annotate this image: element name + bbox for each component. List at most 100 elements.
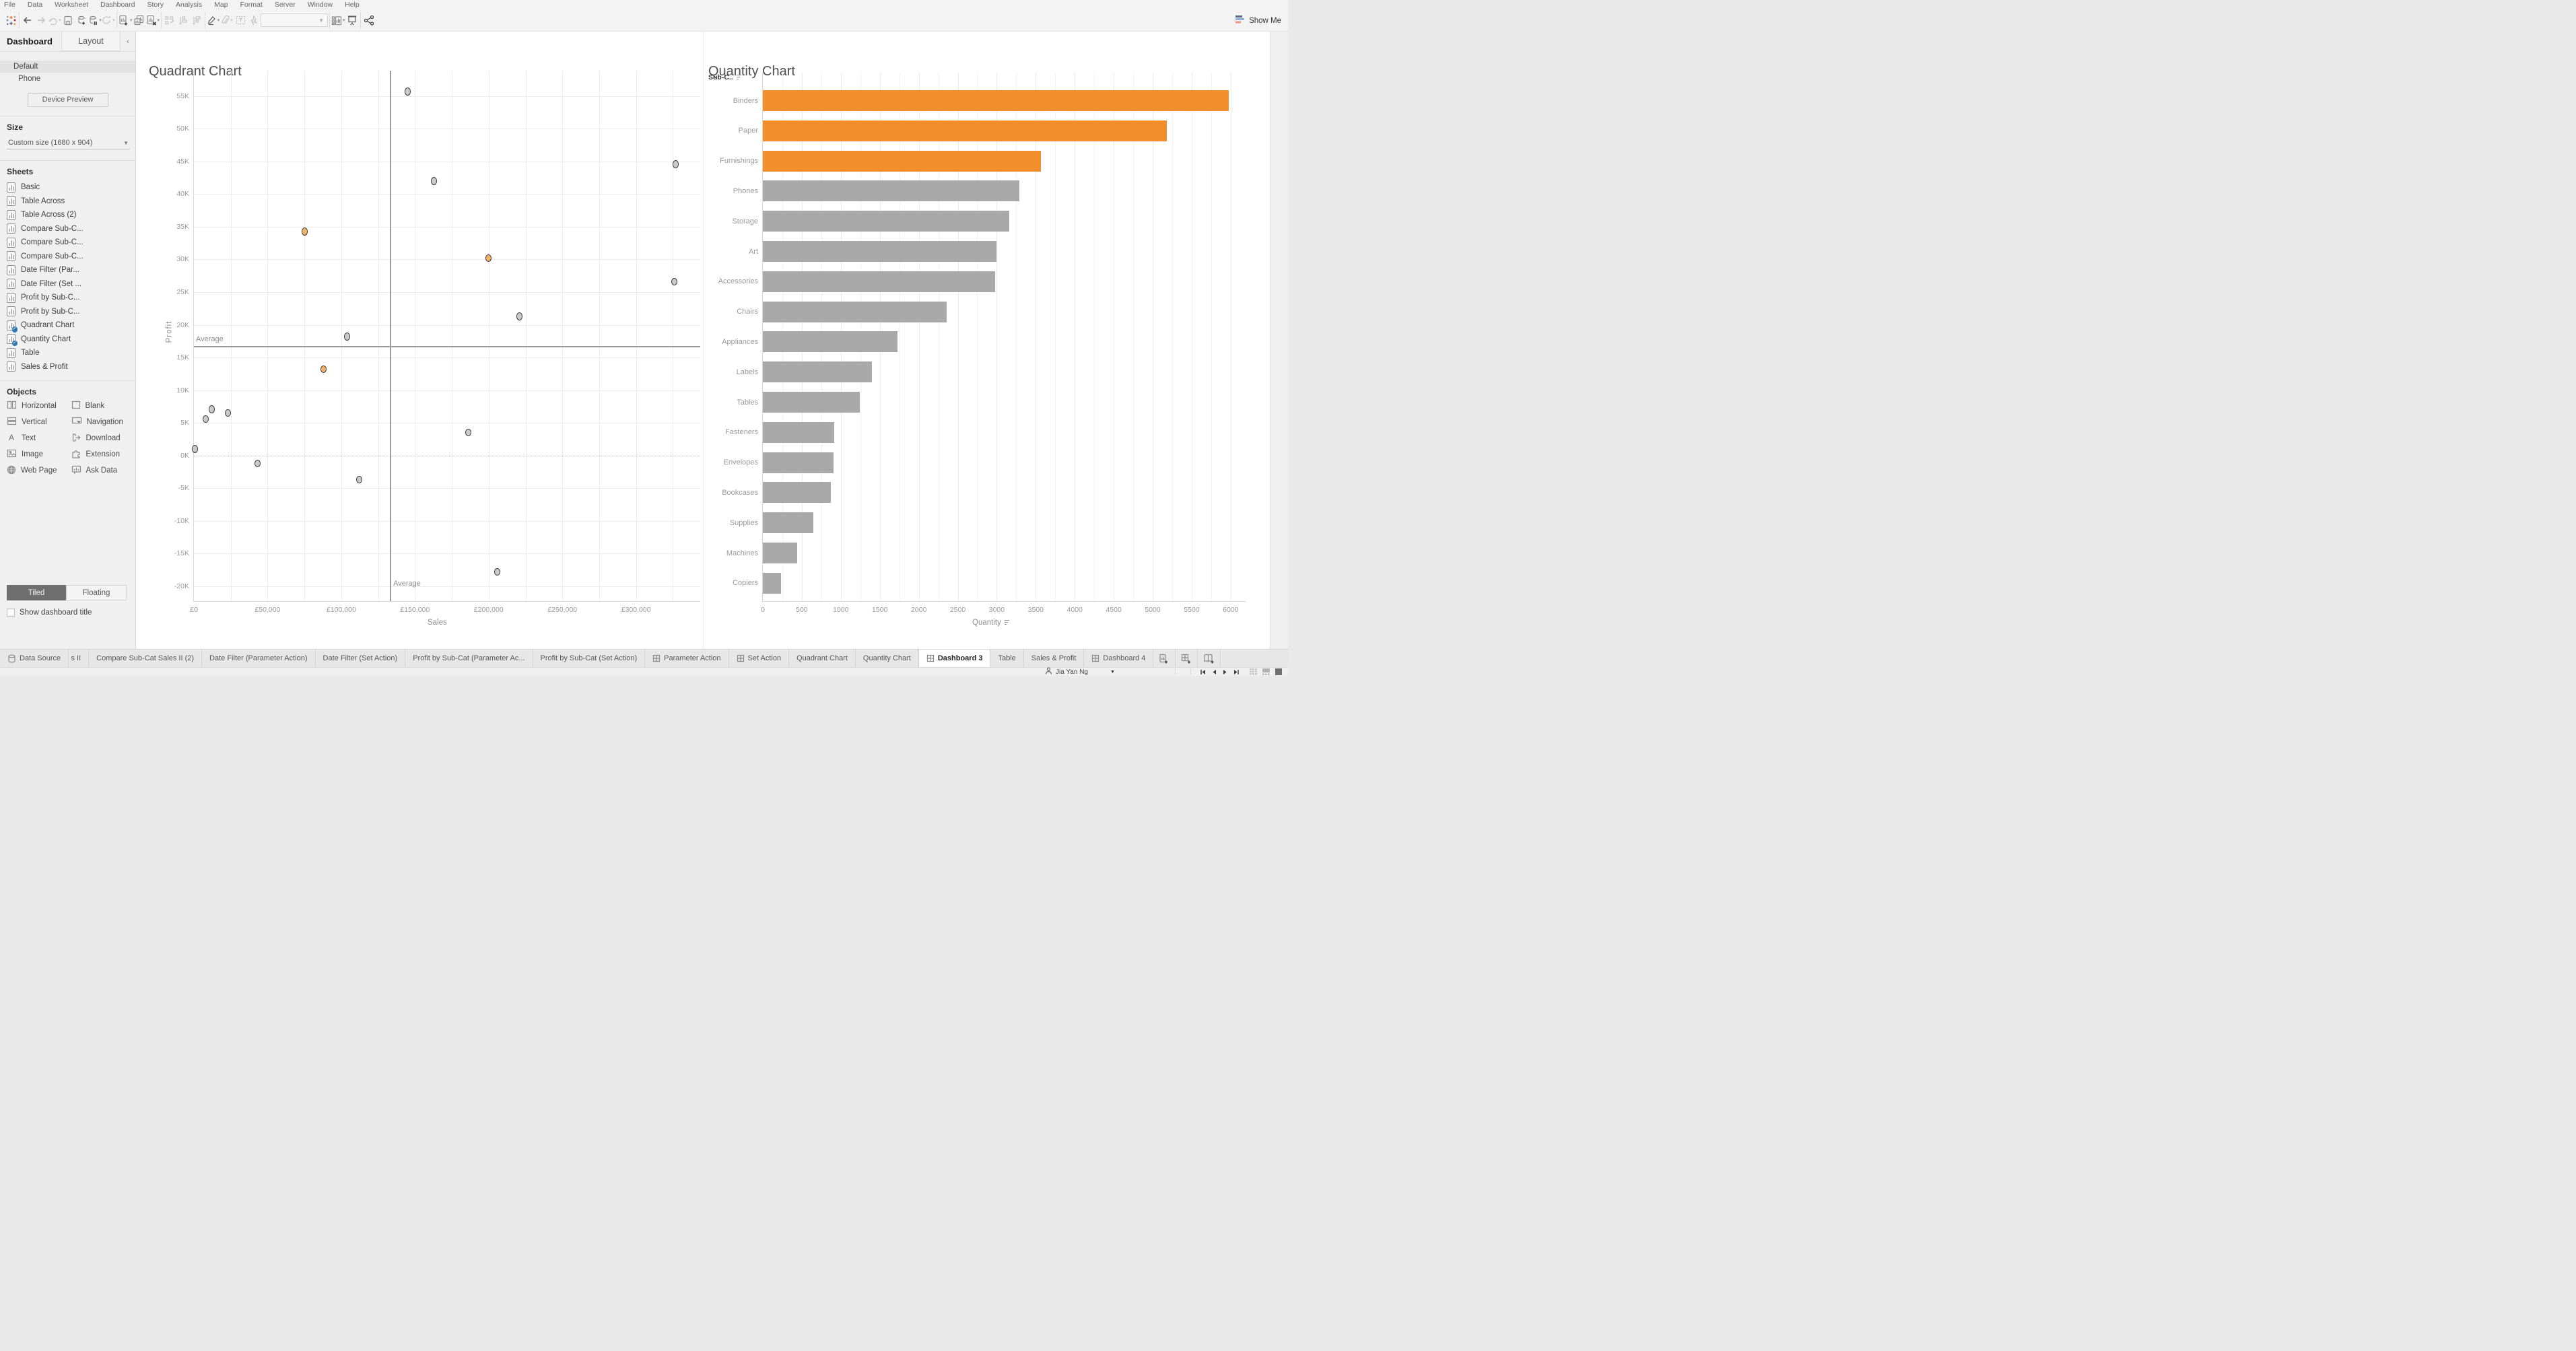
menu-item-analysis[interactable]: Analysis [176, 1, 203, 9]
scatter-point[interactable] [465, 428, 471, 437]
save-button[interactable] [61, 12, 75, 28]
tab-dashboard[interactable]: Dashboard [7, 36, 53, 46]
previous-sheet-button[interactable] [1212, 669, 1217, 675]
menu-item-file[interactable]: File [4, 1, 15, 9]
tab-quadrant-chart[interactable]: Quadrant Chart [789, 650, 856, 667]
subcategory-column-header[interactable]: Sub-C.. [708, 73, 741, 81]
scatter-point[interactable] [485, 254, 492, 263]
bar-chairs[interactable] [763, 301, 947, 322]
scatter-point[interactable] [671, 277, 678, 286]
object-image[interactable]: Image [7, 449, 71, 460]
scatter-point[interactable] [516, 312, 523, 320]
share-button[interactable] [362, 12, 376, 28]
new-worksheet-button[interactable]: ▾ [118, 12, 133, 28]
tab-compare-sub-cat-sales-ii-2[interactable]: Compare Sub-Cat Sales II (2) [89, 650, 203, 667]
show-me-button[interactable]: Show Me [1235, 9, 1281, 32]
scatter-point[interactable] [301, 228, 308, 236]
new-dashboard-tab-button[interactable] [1176, 650, 1198, 667]
tab-sales-profit[interactable]: Sales & Profit [1024, 650, 1085, 667]
sheet-item-compare-sub-c[interactable]: Compare Sub-C... [0, 222, 135, 236]
bar-storage[interactable] [763, 211, 1009, 232]
object-ask-data[interactable]: Ask Data [71, 465, 136, 476]
sort-icon[interactable] [736, 74, 741, 81]
pause-button[interactable]: ▾ [88, 12, 102, 28]
sheet-item-sales-profit[interactable]: Sales & Profit [0, 360, 135, 374]
tab-profit-by-sub-cat-set-action[interactable]: Profit by Sub-Cat (Set Action) [533, 650, 646, 667]
menu-item-server[interactable]: Server [274, 1, 296, 9]
sort-desc-button[interactable] [190, 12, 203, 28]
tab-data-source[interactable]: Data Source [0, 650, 69, 667]
scatter-point[interactable] [355, 475, 362, 484]
menu-item-format[interactable]: Format [240, 1, 263, 9]
collapse-pane-icon[interactable]: ‹ [127, 37, 129, 46]
scatter-point[interactable] [191, 445, 198, 453]
bar-bookcases[interactable] [763, 482, 831, 504]
quadrant-chart-plot[interactable]: 55K 50K 45K 40K 35K 30K 25K 20K 15K 10K 5K 0K -5K -10… [174, 71, 700, 614]
redo-button[interactable]: ▾ [48, 12, 61, 28]
size-dropdown[interactable]: Custom size (1680 x 904) ▼ [7, 137, 130, 149]
menu-item-help[interactable]: Help [345, 1, 360, 9]
bar-binders[interactable] [763, 90, 1229, 111]
tab-quantity-chart[interactable]: Quantity Chart [856, 650, 919, 667]
object-web-page[interactable]: Web Page [7, 465, 71, 476]
scatter-point[interactable] [494, 567, 501, 576]
new-story-tab-button[interactable] [1198, 650, 1221, 667]
paperclip-button[interactable]: ▾ [220, 12, 234, 28]
sheet-item-profit-by-sub-c[interactable]: Profit by Sub-C... [0, 305, 135, 319]
bar-phones[interactable] [763, 180, 1019, 202]
tab-date-filter-parameter-action[interactable]: Date Filter (Parameter Action) [202, 650, 316, 667]
bar-labels[interactable] [763, 361, 873, 383]
last-sheet-button[interactable] [1233, 669, 1240, 675]
menu-item-data[interactable]: Data [27, 1, 43, 9]
device-default-row[interactable]: Default [0, 61, 135, 73]
scatter-point[interactable] [404, 88, 411, 96]
sheet-item-table[interactable]: Table [0, 346, 135, 360]
user-menu[interactable]: Jia Yan Ng ▼ [1045, 667, 1115, 676]
bar-paper[interactable] [763, 120, 1167, 141]
sheet-item-compare-sub-c[interactable]: Compare Sub-C... [0, 236, 135, 250]
tab-s-ii[interactable]: s II [69, 650, 90, 667]
scatter-point[interactable] [208, 405, 215, 413]
scatter-point[interactable] [203, 415, 209, 423]
bar-appliances[interactable] [763, 331, 898, 353]
pin-button[interactable] [247, 12, 261, 28]
tab-dashboard-3[interactable]: Dashboard 3 [918, 650, 991, 667]
bar-envelopes[interactable] [763, 452, 834, 473]
bar-supplies[interactable] [763, 512, 813, 534]
device-phone-row[interactable]: Phone [18, 75, 41, 83]
bar-machines[interactable] [763, 543, 797, 563]
new-worksheet-tab-button[interactable] [1153, 650, 1176, 667]
sheet-item-table-across-2[interactable]: Table Across (2) [0, 208, 135, 222]
back-button[interactable] [21, 12, 34, 28]
sheet-item-table-across[interactable]: Table Across [0, 195, 135, 209]
text-box-button[interactable] [234, 12, 247, 28]
bar-art[interactable] [763, 241, 997, 262]
device-preview-button[interactable]: Device Preview [27, 93, 108, 107]
show-dashboard-title-checkbox[interactable] [7, 609, 15, 617]
floating-button[interactable]: Floating [66, 585, 127, 600]
bar-accessories[interactable] [763, 271, 995, 292]
menu-item-map[interactable]: Map [214, 1, 228, 9]
sort-icon[interactable] [1004, 619, 1009, 626]
presentation-button[interactable] [345, 12, 359, 28]
show-cards-button[interactable]: ▾ [331, 12, 345, 28]
first-sheet-button[interactable] [1200, 669, 1206, 675]
object-blank[interactable]: Blank [71, 401, 136, 411]
tab-set-action[interactable]: Set Action [729, 650, 790, 667]
quantity-axis-title[interactable]: Quantity [972, 619, 1009, 627]
menu-item-dashboard[interactable]: Dashboard [100, 1, 135, 9]
add-data-button[interactable] [75, 12, 88, 28]
highlight-button[interactable]: ▾ [207, 12, 220, 28]
current-view-button[interactable] [1275, 668, 1282, 675]
menu-item-worksheet[interactable]: Worksheet [55, 1, 89, 9]
forward-button[interactable] [34, 12, 48, 28]
fit-dropdown[interactable]: ▼ [261, 13, 329, 27]
sort-asc-button[interactable] [176, 12, 190, 28]
next-sheet-button[interactable] [1223, 669, 1227, 675]
object-navigation[interactable]: Navigation [71, 417, 136, 427]
quantity-chart-plot[interactable]: 0 500 1000 1500 2000 2500 3000 3500 4000 4500 5000… [718, 73, 1246, 614]
sheet-item-basic[interactable]: Basic [0, 180, 135, 195]
object-vertical[interactable]: Vertical [7, 417, 71, 427]
scatter-point[interactable] [344, 333, 351, 341]
object-extension[interactable]: Extension [71, 449, 136, 460]
